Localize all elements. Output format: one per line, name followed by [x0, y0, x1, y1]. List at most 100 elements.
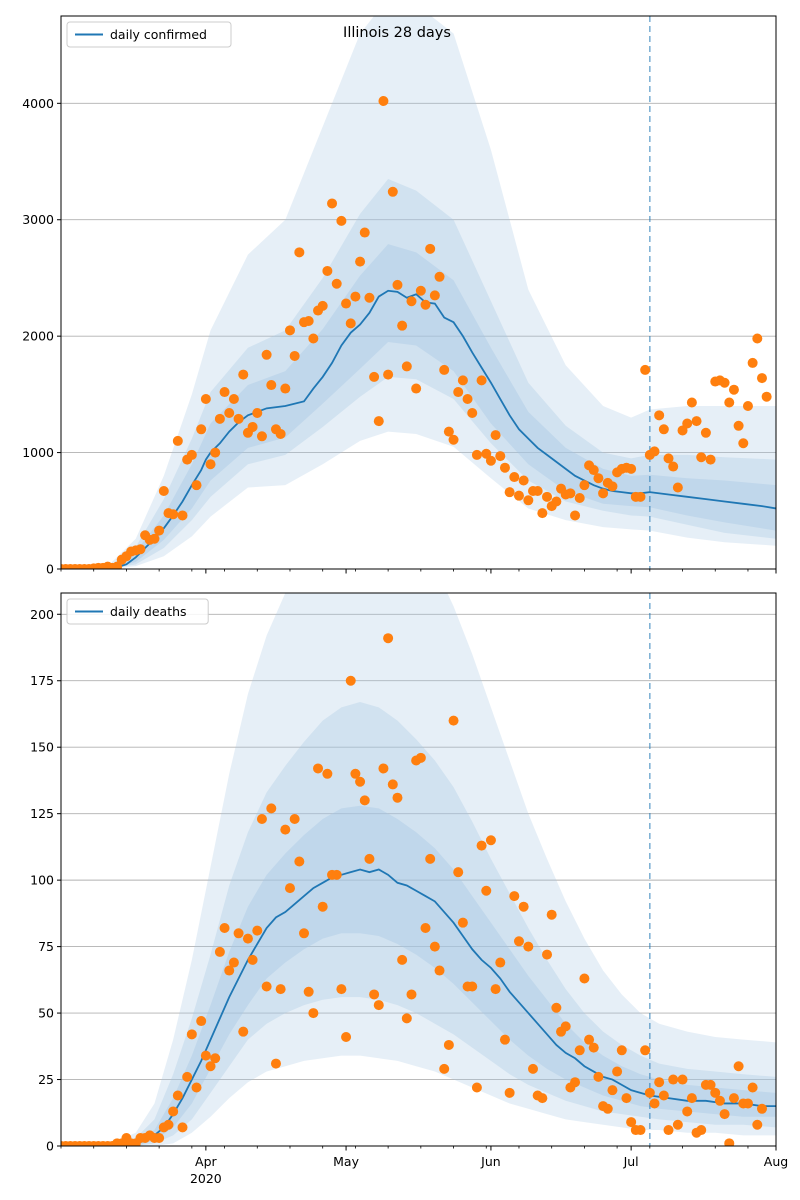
data-point	[738, 438, 749, 449]
data-point	[313, 763, 324, 774]
data-point	[317, 300, 328, 311]
data-point	[261, 981, 272, 992]
data-point	[303, 986, 314, 997]
data-point	[747, 1082, 758, 1093]
data-point	[607, 481, 618, 492]
data-point	[485, 455, 496, 466]
data-point	[654, 1077, 665, 1088]
data-point	[742, 401, 753, 412]
data-point	[654, 410, 665, 421]
data-point	[668, 1074, 679, 1085]
data-point	[658, 1090, 669, 1101]
data-point	[696, 452, 707, 463]
legend-label: daily deaths	[110, 604, 187, 619]
x-tick-label: Apr	[195, 1154, 217, 1169]
data-point	[242, 933, 253, 944]
data-point	[186, 449, 197, 460]
data-point	[266, 380, 277, 391]
data-point	[686, 397, 697, 408]
data-point	[336, 984, 347, 995]
median-line	[61, 289, 776, 569]
data-point	[565, 488, 576, 499]
data-point	[200, 1050, 211, 1061]
data-point	[327, 198, 338, 209]
y-tick-label: 25	[38, 1072, 54, 1087]
data-point	[616, 1045, 627, 1056]
data-point	[598, 488, 609, 499]
data-point	[705, 1079, 716, 1090]
data-point	[635, 1125, 646, 1136]
data-point	[626, 463, 637, 474]
data-point	[289, 350, 300, 361]
data-point	[420, 299, 431, 310]
data-point	[411, 383, 422, 394]
data-point	[649, 1098, 660, 1109]
data-point	[696, 1125, 707, 1136]
band-inner-interval	[61, 805, 776, 1146]
data-point	[495, 957, 506, 968]
data-point	[476, 840, 487, 851]
shared-x-axis: Apr May Jun Jul Aug 2020	[190, 1154, 788, 1186]
data-point	[252, 407, 263, 418]
data-point	[462, 394, 473, 405]
data-point	[256, 431, 267, 442]
x-year-label: 2020	[190, 1171, 222, 1186]
data-point	[710, 1087, 721, 1098]
data-point	[369, 989, 380, 1000]
data-point	[191, 480, 202, 491]
data-point	[761, 391, 772, 402]
data-point	[345, 675, 356, 686]
data-point	[392, 279, 403, 290]
data-point	[373, 1000, 384, 1011]
data-point	[457, 375, 468, 386]
data-point	[247, 421, 258, 432]
data-point	[579, 480, 590, 491]
data-point	[570, 1077, 581, 1088]
data-point	[275, 984, 286, 995]
data-point	[406, 296, 417, 307]
data-point	[284, 883, 295, 894]
x-tick-label: Aug	[764, 1154, 788, 1169]
data-point	[210, 1053, 221, 1064]
data-point	[542, 491, 553, 502]
data-point	[668, 461, 679, 472]
data-point	[168, 1106, 179, 1117]
data-point	[537, 1093, 548, 1104]
data-point	[476, 375, 487, 386]
data-point	[747, 357, 758, 368]
data-point	[602, 1103, 613, 1114]
data-point	[172, 1090, 183, 1101]
data-point	[308, 333, 319, 344]
data-point	[350, 291, 361, 302]
y-tick-label: 3000	[22, 212, 54, 227]
data-point	[214, 413, 225, 424]
data-point	[546, 909, 557, 920]
y-tick-label: 0	[46, 1139, 54, 1154]
legend: daily deaths	[66, 598, 209, 625]
data-point	[238, 369, 249, 380]
y-tick-label: 1000	[22, 445, 54, 460]
data-point	[369, 371, 380, 382]
median-line	[61, 868, 776, 1146]
data-point	[205, 459, 216, 470]
data-point	[270, 1058, 281, 1069]
data-point	[280, 383, 291, 394]
data-point	[397, 954, 408, 965]
data-point	[686, 1093, 697, 1104]
legend-box	[66, 598, 209, 625]
data-point	[551, 496, 562, 507]
data-point	[210, 447, 221, 458]
data-point	[612, 1066, 623, 1077]
data-point	[284, 325, 295, 336]
data-point	[672, 482, 683, 493]
data-point	[453, 867, 464, 878]
data-point	[640, 364, 651, 375]
data-point	[513, 936, 524, 947]
data-point	[626, 1117, 637, 1128]
data-point	[509, 472, 520, 483]
data-point	[570, 510, 581, 521]
data-point	[177, 510, 188, 521]
data-point	[214, 946, 225, 957]
data-point	[219, 387, 230, 398]
